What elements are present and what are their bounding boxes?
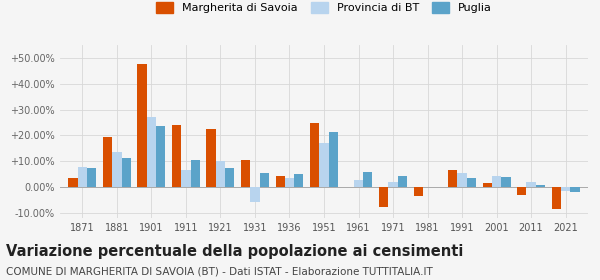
Bar	[191, 160, 200, 187]
Bar	[482, 183, 492, 187]
Bar	[156, 126, 166, 187]
Bar	[492, 176, 501, 187]
Bar	[413, 187, 423, 196]
Text: COMUNE DI MARGHERITA DI SAVOIA (BT) - Dati ISTAT - Elaborazione TUTTITALIA.IT: COMUNE DI MARGHERITA DI SAVOIA (BT) - Da…	[6, 266, 433, 276]
Bar	[501, 177, 511, 187]
Bar	[285, 178, 294, 187]
Bar	[225, 168, 235, 187]
Bar	[78, 167, 87, 187]
Bar	[363, 172, 373, 187]
Bar	[137, 64, 147, 187]
Bar	[379, 187, 388, 207]
Bar	[467, 178, 476, 187]
Bar	[457, 173, 467, 187]
Bar	[398, 176, 407, 187]
Bar	[561, 187, 570, 191]
Bar	[172, 125, 181, 187]
Legend: Margherita di Savoia, Provincia di BT, Puglia: Margherita di Savoia, Provincia di BT, P…	[153, 0, 495, 17]
Bar	[517, 187, 526, 195]
Bar	[526, 182, 536, 187]
Bar	[250, 187, 260, 202]
Bar	[570, 187, 580, 192]
Bar	[354, 179, 363, 187]
Bar	[181, 171, 191, 187]
Bar	[319, 143, 329, 187]
Bar	[275, 176, 285, 187]
Bar	[551, 187, 561, 209]
Bar	[448, 171, 457, 187]
Bar	[147, 117, 156, 187]
Bar	[122, 158, 131, 187]
Bar	[103, 137, 112, 187]
Bar	[241, 160, 250, 187]
Bar	[310, 123, 319, 187]
Bar	[206, 129, 216, 187]
Bar	[536, 185, 545, 187]
Bar	[388, 182, 398, 187]
Bar	[87, 168, 97, 187]
Text: Variazione percentuale della popolazione ai censimenti: Variazione percentuale della popolazione…	[6, 244, 463, 259]
Bar	[68, 178, 78, 187]
Bar	[112, 152, 122, 187]
Bar	[216, 161, 225, 187]
Bar	[329, 132, 338, 187]
Bar	[294, 174, 304, 187]
Bar	[260, 173, 269, 187]
